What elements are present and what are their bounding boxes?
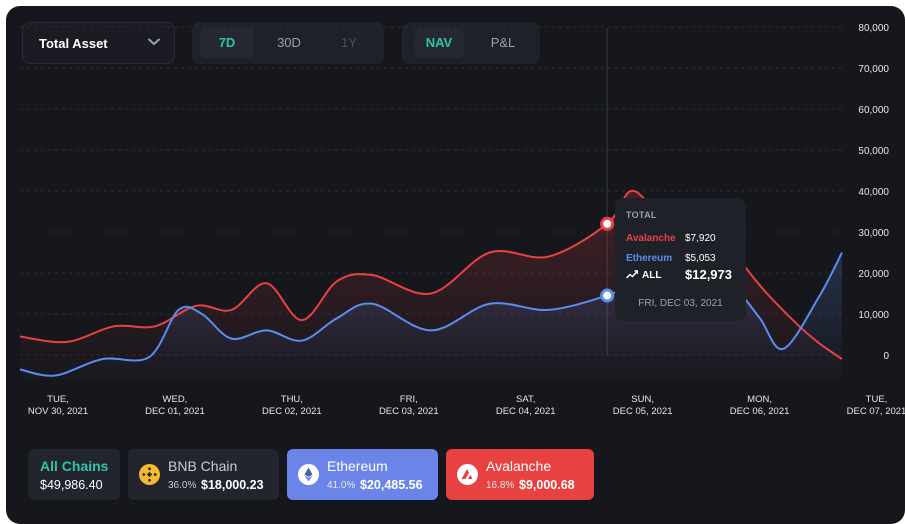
period-1y-button[interactable]: 1Y	[341, 35, 357, 50]
y-tick-label: 30,000	[858, 228, 889, 239]
ethereum-icon	[298, 464, 319, 485]
mode-pnl-button[interactable]: P&L	[490, 35, 516, 50]
chain-card-percent: 36.0%	[168, 480, 197, 491]
chain-card-bnb[interactable]: BNB Chain 36.0% $18,000.23	[128, 449, 279, 500]
x-tick-date: DEC 07, 2021	[847, 406, 905, 417]
x-tick-date: DEC 06, 2021	[730, 406, 790, 417]
tooltip-total-value: $12,973	[685, 267, 732, 282]
period-toggle-group: 7D 30D 1Y	[192, 22, 384, 64]
tooltip-ethereum-label: Ethereum	[626, 253, 673, 264]
x-tick-day: FRI,	[400, 394, 418, 405]
avalanche-icon	[457, 464, 478, 485]
x-tick-date: DEC 04, 2021	[496, 406, 556, 417]
x-tick-day: MON,	[747, 394, 772, 405]
avalanche-hover-marker	[600, 216, 615, 231]
x-tick-day: TUE,	[47, 394, 69, 405]
tooltip-avalanche-value: $7,920	[685, 233, 716, 244]
line-chart: 0 10,000 20,000 30,000 40,000 50,000 60,000 70,…	[19, 23, 905, 417]
period-30d-button[interactable]: 30D	[277, 35, 301, 50]
x-tick-day: TUE,	[866, 394, 888, 405]
x-tick-date: DEC 02, 2021	[262, 406, 322, 417]
tooltip-ethereum-value: $5,053	[685, 253, 716, 264]
chain-card-title: Avalanche	[486, 458, 552, 474]
mode-toggle-group: NAV P&L	[402, 22, 540, 64]
y-tick-label: 50,000	[858, 146, 889, 157]
y-tick-label: 0	[883, 351, 889, 362]
chain-card-title: BNB Chain	[168, 458, 238, 474]
x-tick-date: DEC 01, 2021	[145, 406, 205, 417]
trend-icon	[626, 270, 638, 279]
chain-card-value: $9,000.68	[519, 478, 575, 492]
asset-select-dropdown[interactable]: Total Asset	[22, 22, 175, 64]
chain-card-value: $49,986.40	[40, 478, 103, 492]
chain-card-percent: 41.0%	[327, 480, 356, 491]
tooltip-date: FRI, DEC 03, 2021	[638, 298, 723, 309]
y-tick-label: 40,000	[858, 187, 889, 198]
chain-card-title: All Chains	[40, 458, 109, 474]
chain-card-ethereum[interactable]: Ethereum 41.0% $20,485.56	[287, 449, 438, 500]
chain-card-title: Ethereum	[327, 458, 388, 474]
tooltip-title: TOTAL	[626, 210, 657, 220]
tooltip-all-label: ALL	[642, 270, 662, 281]
chain-card-all[interactable]: All Chains $49,986.40	[28, 449, 120, 500]
x-tick-date: NOV 30, 2021	[28, 406, 88, 417]
chain-card-avalanche[interactable]: Avalanche 16.8% $9,000.68	[446, 449, 594, 500]
asset-select-label: Total Asset	[39, 36, 108, 51]
y-tick-label: 10,000	[858, 310, 889, 321]
x-tick-day: WED,	[163, 394, 188, 405]
bnb-icon	[139, 464, 160, 485]
x-tick-date: DEC 05, 2021	[613, 406, 673, 417]
x-tick-day: THU,	[281, 394, 303, 405]
chain-card-value: $20,485.56	[360, 478, 423, 492]
chevron-down-icon	[148, 38, 160, 46]
x-tick-day: SUN,	[631, 394, 654, 405]
mode-nav-button[interactable]: NAV	[414, 28, 464, 58]
x-tick-day: SAT,	[516, 394, 535, 405]
y-tick-label: 60,000	[858, 105, 889, 116]
x-tick-date: DEC 03, 2021	[379, 406, 439, 417]
y-tick-label: 20,000	[858, 269, 889, 280]
ethereum-hover-marker	[600, 288, 615, 303]
tooltip-avalanche-label: Avalanche	[626, 233, 676, 244]
asset-chart-panel: Total Asset 7D 30D 1Y NAV P&L 0 10,000 20,…	[6, 6, 905, 524]
y-tick-label: 80,000	[858, 23, 889, 34]
chart-tooltip: TOTAL Avalanche $7,920 Ethereum $5,053 A…	[615, 198, 746, 321]
y-tick-label: 70,000	[858, 64, 889, 75]
chain-card-percent: 16.8%	[486, 480, 515, 491]
period-7d-button[interactable]: 7D	[200, 28, 254, 58]
chain-card-value: $18,000.23	[201, 478, 264, 492]
